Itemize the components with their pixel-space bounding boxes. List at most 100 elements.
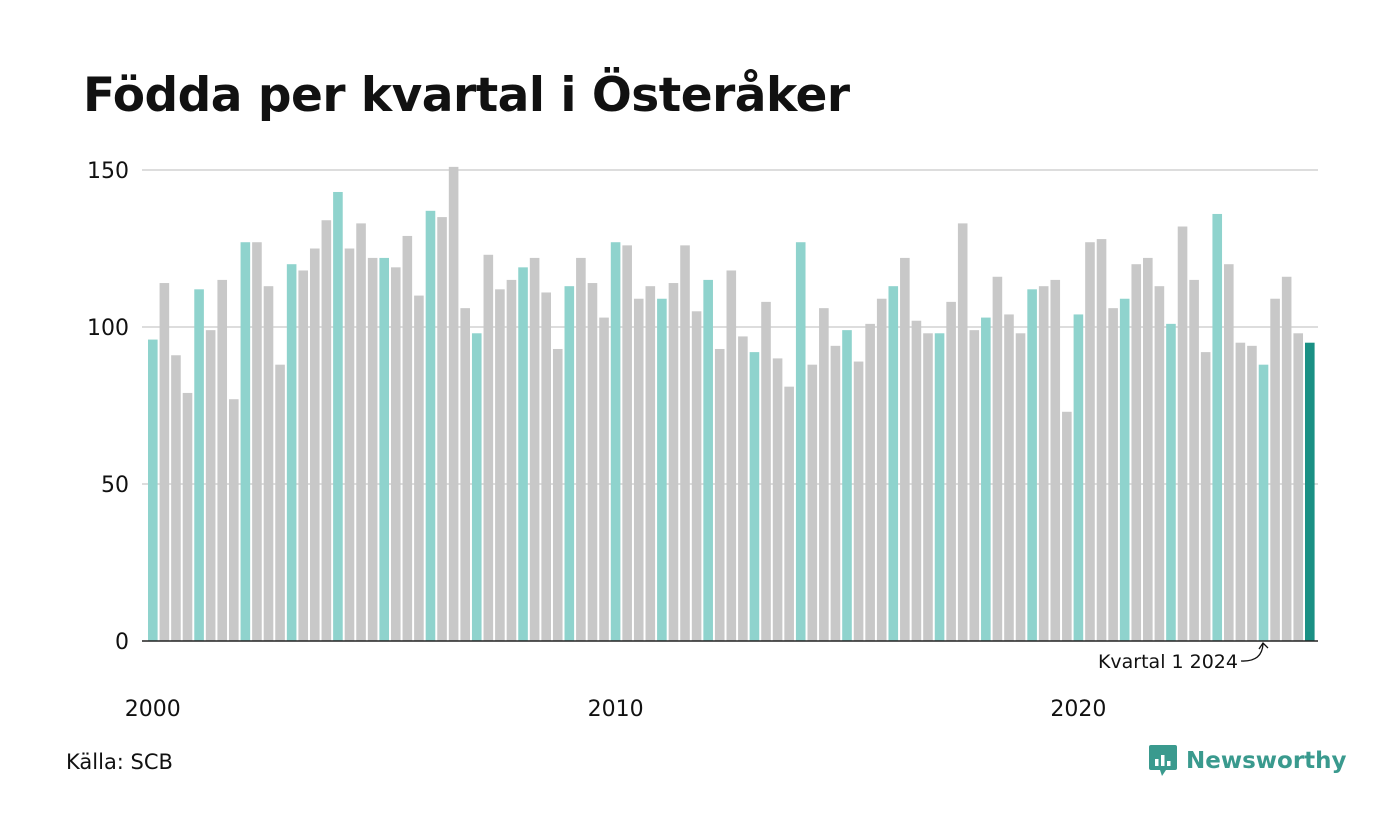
bar [1224, 264, 1234, 641]
bar [934, 333, 945, 641]
bars [148, 166, 1315, 642]
y-tick-label: 0 [115, 630, 129, 655]
bar [957, 223, 968, 641]
bar [1027, 289, 1037, 641]
bar [761, 301, 771, 641]
bar [657, 298, 667, 641]
bar [1200, 352, 1211, 641]
bar [923, 333, 933, 641]
bar [356, 223, 366, 641]
x-axis-ticks: 2000 2010 2020 [125, 697, 1107, 722]
bar [807, 364, 818, 641]
bar [1143, 257, 1153, 641]
bar [1293, 333, 1304, 641]
bar [1015, 333, 1026, 641]
bar [830, 345, 841, 641]
bar [1212, 213, 1223, 641]
bar [159, 283, 170, 641]
bar [784, 386, 794, 641]
bar [599, 317, 609, 641]
bar [633, 298, 644, 641]
bar [1050, 279, 1061, 641]
bar [795, 242, 806, 641]
bar [1166, 323, 1176, 641]
y-tick-label: 100 [87, 316, 129, 341]
bar [263, 286, 274, 641]
bar [471, 333, 482, 641]
bar [483, 254, 494, 641]
bar [1004, 314, 1014, 641]
bar [969, 330, 980, 641]
bar [1189, 279, 1199, 641]
bar [1131, 264, 1142, 641]
bar [772, 358, 783, 641]
source-note: Källa: SCB [66, 750, 173, 774]
bar [1119, 298, 1130, 641]
bar [171, 355, 181, 641]
bar [900, 257, 910, 641]
bar [1085, 242, 1095, 641]
bar [981, 317, 991, 641]
y-tick-label: 50 [101, 473, 129, 498]
x-tick-label: 2010 [588, 697, 644, 722]
bar [865, 323, 875, 641]
bar [321, 220, 332, 642]
bar [645, 286, 656, 641]
bar [205, 330, 216, 641]
bar [1073, 314, 1084, 641]
bar [506, 279, 517, 641]
bar [379, 257, 389, 641]
bar [703, 279, 713, 641]
bar [448, 166, 459, 642]
bar [552, 348, 563, 641]
bar [390, 267, 401, 641]
annotation-label: Kvartal 1 2024 [1098, 651, 1238, 673]
bar [680, 245, 690, 642]
bar [1108, 308, 1118, 641]
brand-logo: Newsworthy [1148, 744, 1347, 778]
bar [738, 336, 748, 641]
bar [286, 264, 297, 641]
annotation: Kvartal 1 2024 [1098, 641, 1269, 673]
bar [876, 298, 887, 641]
bar [495, 289, 505, 641]
bar [668, 283, 679, 641]
bar [610, 242, 621, 641]
bar [1247, 345, 1257, 641]
bar [1154, 286, 1165, 641]
bar [853, 361, 864, 641]
bar [252, 242, 262, 641]
bar [946, 301, 956, 641]
x-tick-label: 2020 [1050, 697, 1106, 722]
bar [425, 210, 436, 641]
bar [819, 308, 829, 641]
bar-chart-speech-bubble-icon [1149, 745, 1177, 776]
bar [726, 270, 737, 641]
bar [691, 311, 702, 641]
y-axis-ticks: 0 50 100 150 [87, 159, 129, 655]
bar [622, 245, 632, 642]
bar [541, 292, 551, 641]
bar [911, 320, 922, 641]
bar [194, 289, 204, 641]
bar [587, 283, 598, 641]
chart-title: Födda per kvartal i Österåker [83, 68, 850, 123]
bar [564, 286, 575, 641]
bar [367, 257, 378, 641]
bar [1305, 342, 1315, 641]
bar [182, 392, 193, 641]
bar [402, 235, 413, 641]
bar [1177, 226, 1188, 641]
bar [460, 308, 470, 641]
bar [309, 248, 320, 641]
bar [1235, 342, 1246, 641]
bar [275, 364, 285, 641]
bar [1281, 276, 1292, 641]
bar [1258, 364, 1269, 641]
bar [518, 267, 528, 641]
brand-name: Newsworthy [1186, 748, 1347, 774]
bar [888, 286, 899, 641]
bar [148, 339, 158, 641]
bar [217, 279, 228, 641]
